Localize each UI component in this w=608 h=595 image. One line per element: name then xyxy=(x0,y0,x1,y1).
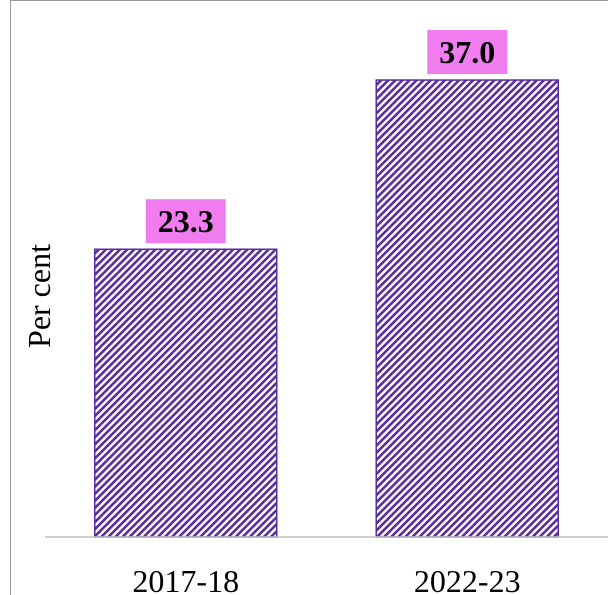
frame-left-border xyxy=(10,0,11,595)
data-label-bg-2017-18 xyxy=(145,199,226,244)
bar-2017-18 xyxy=(94,248,278,538)
data-label-2022-23: 37.0 xyxy=(439,34,495,70)
bars-group xyxy=(94,79,559,538)
data-label-2017-18: 23.3 xyxy=(158,203,214,239)
x-tick-label-2022-23: 2022-23 xyxy=(414,563,521,595)
data-label-bg-2022-23 xyxy=(427,30,508,75)
labels-group: 23.3 2017-18 37.0 2022-23 xyxy=(132,30,521,595)
bar-2022-23 xyxy=(375,79,559,538)
x-tick-label-2017-18: 2017-18 xyxy=(132,563,239,595)
frame-top-border xyxy=(10,0,608,1)
y-axis-label: Per cent xyxy=(21,244,57,348)
